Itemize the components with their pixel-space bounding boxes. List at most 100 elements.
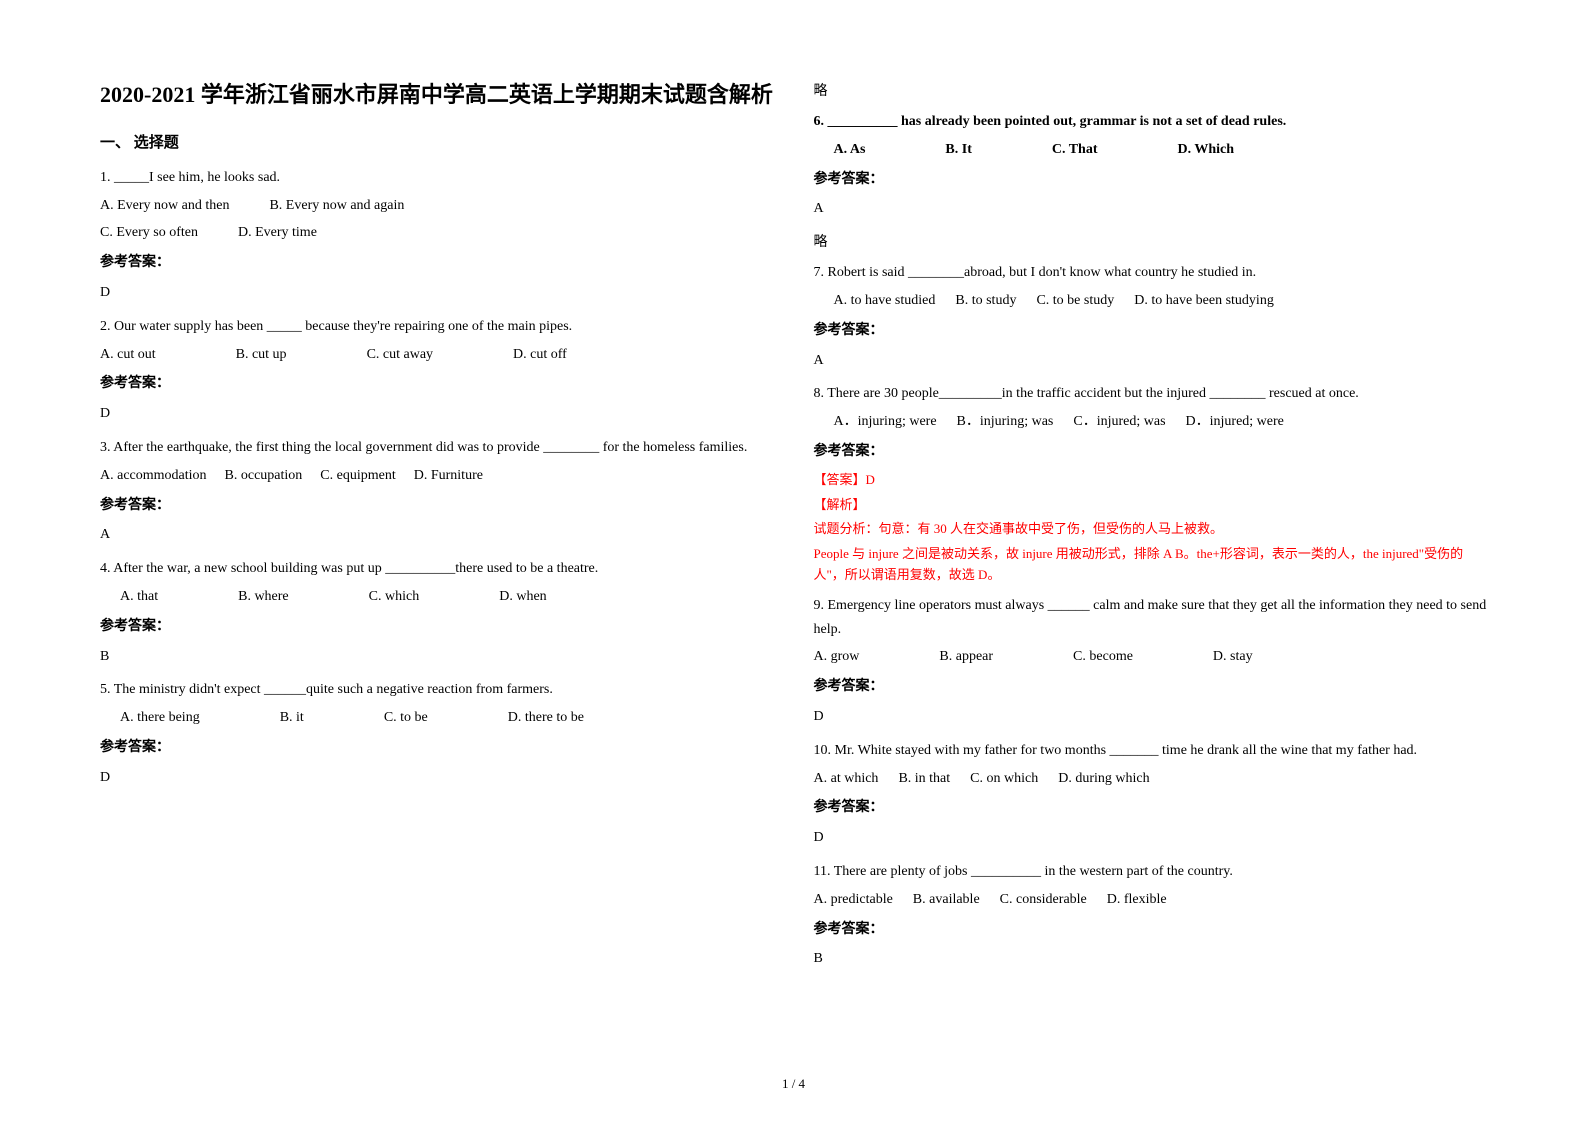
option-d: D. when	[499, 585, 546, 609]
option-d: D. cut off	[513, 343, 567, 367]
options-row: C. Every so often D. Every time	[100, 221, 774, 245]
answer-label: 参考答案：	[100, 736, 774, 760]
option-b: B. in that	[898, 767, 950, 791]
answer-label: 参考答案：	[814, 440, 1488, 464]
question-text: 2. Our water supply has been _____ becau…	[100, 315, 774, 339]
options-row: A. Every now and then B. Every now and a…	[100, 194, 774, 218]
options-row: A．injuring; were B．injuring; was C．injur…	[834, 410, 1488, 434]
options-row: A. cut out B. cut up C. cut away D. cut …	[100, 343, 774, 367]
answer-label: 参考答案：	[100, 251, 774, 275]
answer-label: 参考答案：	[814, 168, 1488, 192]
option-b: B. It	[945, 138, 971, 162]
option-c: C. That	[1052, 138, 1098, 162]
option-a: A. at which	[814, 767, 879, 791]
option-a: A. there being	[120, 706, 200, 730]
option-b: B. Every now and again	[269, 194, 404, 218]
option-b: B. occupation	[225, 464, 303, 488]
question-text: 3. After the earthquake, the first thing…	[100, 436, 774, 460]
answer-value: A	[814, 197, 1488, 221]
answer-label: 参考答案：	[814, 319, 1488, 343]
option-b: B. to study	[955, 289, 1016, 313]
question-text: 10. Mr. White stayed with my father for …	[814, 739, 1488, 763]
page-content: 2020-2021 学年浙江省丽水市屏南中学高二英语上学期期末试题含解析 一、 …	[0, 0, 1587, 1021]
option-c: C. considerable	[1000, 888, 1087, 912]
answer-value: B	[814, 947, 1488, 971]
options-row: A. at which B. in that C. on which D. du…	[814, 767, 1488, 791]
options-row: A. As B. It C. That D. Which	[814, 138, 1488, 162]
option-b: B. where	[238, 585, 289, 609]
question-6: 6. __________ has already been pointed o…	[814, 110, 1488, 221]
omit-text: 略	[814, 80, 1488, 100]
option-d: D. during which	[1058, 767, 1149, 791]
option-b: B. appear	[939, 645, 993, 669]
options-row: A. predictable B. available C. considera…	[814, 888, 1488, 912]
question-7: 7. Robert is said ________abroad, but I …	[814, 261, 1488, 372]
question-3: 3. After the earthquake, the first thing…	[100, 436, 774, 547]
options-row: A. that B. where C. which D. when	[100, 585, 774, 609]
option-c: C. become	[1073, 645, 1133, 669]
answer-label: 参考答案：	[100, 615, 774, 639]
answer-label: 参考答案：	[100, 372, 774, 396]
answer-value: D	[100, 402, 774, 426]
option-c: C. to be study	[1036, 289, 1114, 313]
option-a: A. predictable	[814, 888, 893, 912]
answer-label: 参考答案：	[814, 918, 1488, 942]
option-b: B. cut up	[236, 343, 287, 367]
question-text: 1. _____I see him, he looks sad.	[100, 166, 774, 190]
option-c: C. Every so often	[100, 221, 198, 245]
page-number: 1 / 4	[0, 1076, 1587, 1092]
left-column: 2020-2021 学年浙江省丽水市屏南中学高二英语上学期期末试题含解析 一、 …	[100, 80, 774, 981]
question-2: 2. Our water supply has been _____ becau…	[100, 315, 774, 426]
option-a: A. that	[120, 585, 158, 609]
option-a: A. to have studied	[834, 289, 936, 313]
option-c: C．injured; was	[1073, 410, 1165, 434]
option-a: A. cut out	[100, 343, 156, 367]
question-text: 4. After the war, a new school building …	[100, 557, 774, 581]
explanation-label: 【解析】	[814, 495, 1488, 516]
question-10: 10. Mr. White stayed with my father for …	[814, 739, 1488, 850]
options-row: A. accommodation B. occupation C. equipm…	[100, 464, 774, 488]
option-c: C. on which	[970, 767, 1038, 791]
section-header: 一、 选择题	[100, 131, 774, 152]
option-d: D. there to be	[508, 706, 584, 730]
option-a: A．injuring; were	[834, 410, 937, 434]
option-d: D. to have been studying	[1134, 289, 1274, 313]
question-text: 6. __________ has already been pointed o…	[814, 110, 1488, 134]
answer-label: 参考答案：	[814, 675, 1488, 699]
option-d: D. Furniture	[414, 464, 483, 488]
answer-label: 参考答案：	[100, 494, 774, 518]
option-a: A. Every now and then	[100, 194, 229, 218]
option-a: A. As	[834, 138, 866, 162]
option-d: D. flexible	[1107, 888, 1167, 912]
answer-value: A	[814, 349, 1488, 373]
options-row: A. there being B. it C. to be D. there t…	[100, 706, 774, 730]
answer-value: A	[100, 523, 774, 547]
question-4: 4. After the war, a new school building …	[100, 557, 774, 668]
option-c: C. cut away	[367, 343, 433, 367]
explanation-text: 试题分析：句意：有 30 人在交通事故中受了伤，但受伤的人马上被救。	[814, 519, 1488, 540]
answer-value: D	[100, 766, 774, 790]
answer-value: D	[814, 826, 1488, 850]
options-row: A. grow B. appear C. become D. stay	[814, 645, 1488, 669]
answer-value: D	[100, 281, 774, 305]
question-11: 11. There are plenty of jobs __________ …	[814, 860, 1488, 971]
omit-text: 略	[814, 231, 1488, 251]
option-a: A. grow	[814, 645, 860, 669]
option-b: B．injuring; was	[957, 410, 1054, 434]
question-1: 1. _____I see him, he looks sad. A. Ever…	[100, 166, 774, 305]
explanation-text: People 与 injure 之间是被动关系，故 injure 用被动形式，排…	[814, 544, 1488, 586]
options-row: A. to have studied B. to study C. to be …	[834, 289, 1488, 313]
option-b: B. available	[913, 888, 980, 912]
option-d: D. Every time	[238, 221, 317, 245]
option-c: C. to be	[384, 706, 428, 730]
question-text: 9. Emergency line operators must always …	[814, 594, 1488, 642]
option-a: A. accommodation	[100, 464, 207, 488]
answer-value: B	[100, 645, 774, 669]
answer-label: 参考答案：	[814, 796, 1488, 820]
option-c: C. equipment	[320, 464, 395, 488]
option-d: D. stay	[1213, 645, 1253, 669]
document-title: 2020-2021 学年浙江省丽水市屏南中学高二英语上学期期末试题含解析	[100, 80, 774, 111]
question-8: 8. There are 30 people_________in the tr…	[814, 382, 1488, 585]
question-5: 5. The ministry didn't expect ______quit…	[100, 678, 774, 789]
explanation-answer: 【答案】D	[814, 470, 1488, 491]
